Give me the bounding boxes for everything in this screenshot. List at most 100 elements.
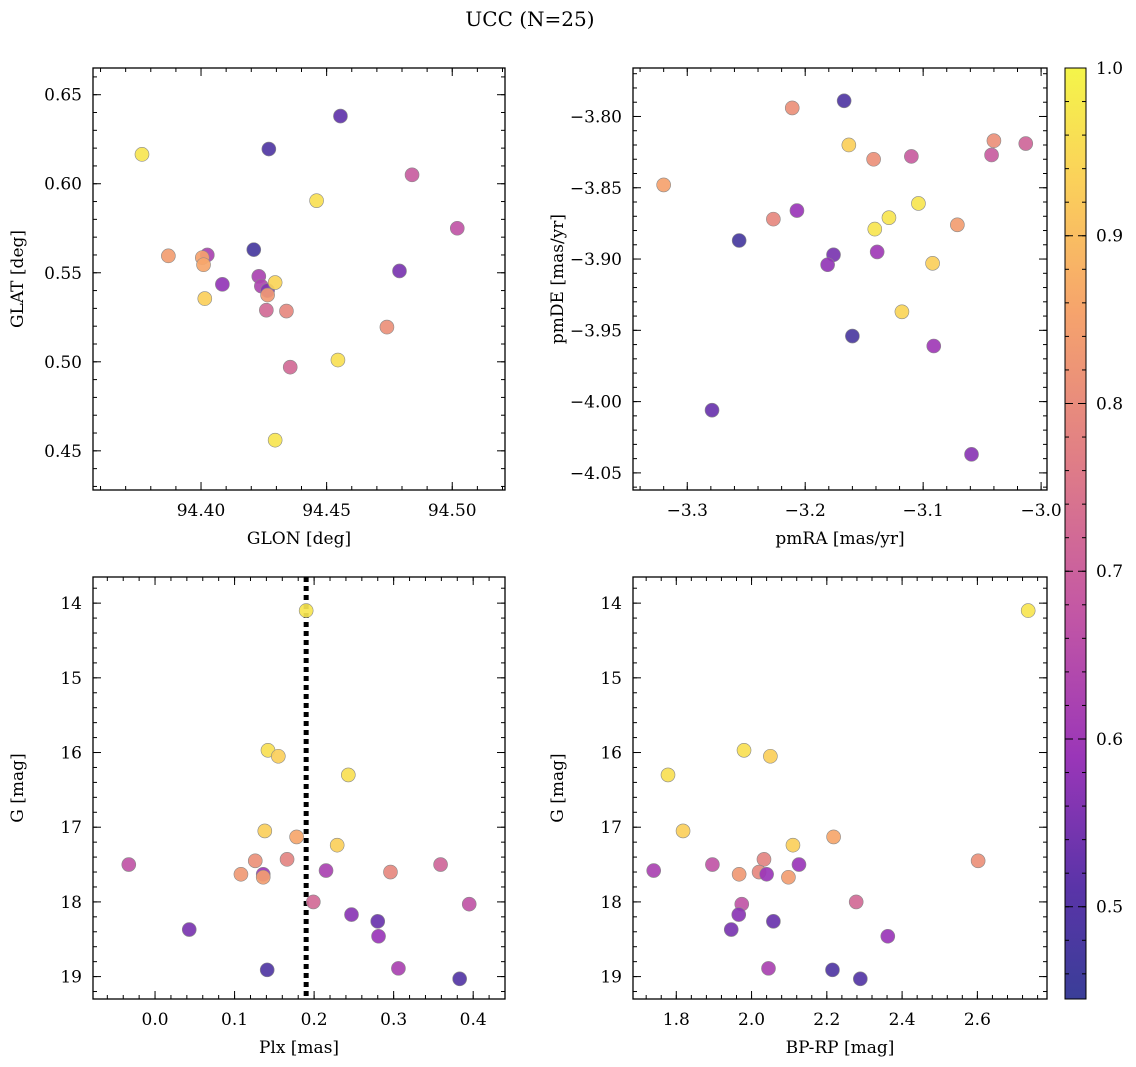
data-point	[656, 177, 671, 193]
x-tick-label: 2.6	[964, 1010, 991, 1030]
data-point	[723, 922, 739, 937]
x-tick-label: 94.40	[177, 501, 226, 521]
y-tick-label: −3.85	[570, 179, 622, 199]
colorbar-tick-label: 0.6	[1096, 730, 1123, 750]
data-point	[391, 961, 406, 976]
figure-title: UCC (N=25)	[465, 7, 594, 31]
y-tick-label: 0.60	[44, 175, 82, 195]
data-point	[371, 928, 386, 944]
y-axis-label: GLAT [deg]	[8, 230, 28, 328]
y-tick-label: 0.55	[44, 264, 82, 284]
y-tick-label: −4.05	[570, 464, 622, 484]
data-point	[646, 863, 662, 878]
data-point	[785, 837, 801, 853]
data-point	[196, 257, 211, 273]
data-point	[197, 291, 213, 306]
data-point	[705, 857, 720, 872]
data-point	[984, 147, 999, 163]
ticks-top-right	[633, 68, 1047, 490]
data-point	[731, 866, 747, 882]
data-point	[259, 302, 274, 318]
data-point	[759, 866, 774, 882]
data-point	[660, 767, 676, 783]
x-tick-label: −3.0	[1020, 501, 1061, 521]
data-point	[841, 137, 857, 153]
colorbar-tick-label: 0.5	[1096, 898, 1123, 918]
data-point	[848, 894, 864, 910]
data-point	[370, 914, 386, 929]
x-tick-label: 0.2	[301, 1010, 328, 1030]
data-point	[766, 211, 781, 227]
data-point	[449, 220, 465, 236]
data-point	[881, 210, 897, 225]
data-point	[330, 352, 346, 368]
x-tick-label: 94.45	[302, 501, 351, 521]
x-tick-label: 0.3	[380, 1010, 407, 1030]
data-point	[461, 896, 477, 912]
data-point	[318, 863, 334, 878]
data-point	[704, 402, 720, 418]
data-point	[279, 852, 295, 867]
data-point	[869, 244, 885, 260]
y-tick-label: 19	[60, 968, 82, 988]
data-point	[260, 287, 275, 303]
y-tick-label: 0.50	[44, 353, 82, 373]
plot-frame	[632, 67, 1048, 491]
data-point	[731, 907, 747, 922]
panel-bottom-left: 0.0 0.1 0.2 0.3 0.4 14 15 16 17 18 19 Plx [mas] G [m…	[8, 576, 506, 1058]
ticks-bottom-right	[633, 577, 1047, 999]
data-point	[298, 603, 314, 618]
y-tick-label: −3.80	[570, 107, 622, 127]
data-point	[309, 193, 324, 208]
data-point	[121, 857, 137, 872]
x-tick-label: 0.1	[221, 1010, 248, 1030]
ticks-bottom-left	[93, 577, 506, 999]
data-point	[261, 141, 277, 157]
data-point	[766, 914, 781, 929]
data-point	[880, 928, 896, 944]
data-point	[257, 823, 273, 839]
data-point	[329, 837, 345, 853]
x-tick-label: 1.8	[663, 1010, 690, 1030]
x-axis-label: GLON [deg]	[247, 529, 351, 549]
y-tick-label: 19	[600, 968, 622, 988]
x-tick-label: 0.4	[460, 1010, 487, 1030]
data-point	[333, 108, 348, 124]
data-point	[1020, 603, 1036, 618]
colorbar-ticks: 0.5 0.6 0.7 0.8 0.9 1.0	[1065, 59, 1123, 975]
data-point	[344, 907, 359, 922]
colorbar-tick-label: 1.0	[1096, 59, 1123, 79]
y-axis-label: pmDE [mas/yr]	[548, 214, 568, 344]
scatter-points	[656, 93, 1034, 462]
y-tick-label: 15	[60, 669, 82, 689]
colorbar-tick-label: 0.8	[1096, 394, 1123, 414]
data-point	[259, 962, 275, 978]
data-point	[763, 748, 778, 764]
data-point	[279, 303, 294, 319]
y-tick-label: 16	[600, 744, 622, 764]
data-point	[791, 857, 807, 872]
data-point	[282, 359, 298, 375]
scatter-points	[646, 603, 1036, 987]
data-point	[379, 319, 395, 335]
y-tick-label: −4.00	[570, 393, 622, 413]
data-point	[255, 869, 271, 885]
data-point	[925, 256, 940, 271]
x-tick-label: 2.4	[889, 1010, 916, 1030]
data-point	[820, 257, 835, 273]
y-tick-label: 18	[60, 893, 82, 913]
data-point	[836, 93, 852, 109]
data-point	[271, 748, 286, 764]
data-point	[181, 922, 197, 937]
plot-frame	[92, 67, 506, 491]
data-point	[246, 242, 262, 257]
data-point	[866, 151, 881, 167]
colorbar-gradient	[1064, 67, 1087, 1000]
y-axis-label: G [mag]	[548, 753, 568, 822]
data-point	[761, 961, 776, 976]
data-point	[894, 304, 910, 320]
data-point	[433, 857, 448, 872]
data-point	[233, 866, 249, 882]
data-point	[1018, 136, 1034, 151]
